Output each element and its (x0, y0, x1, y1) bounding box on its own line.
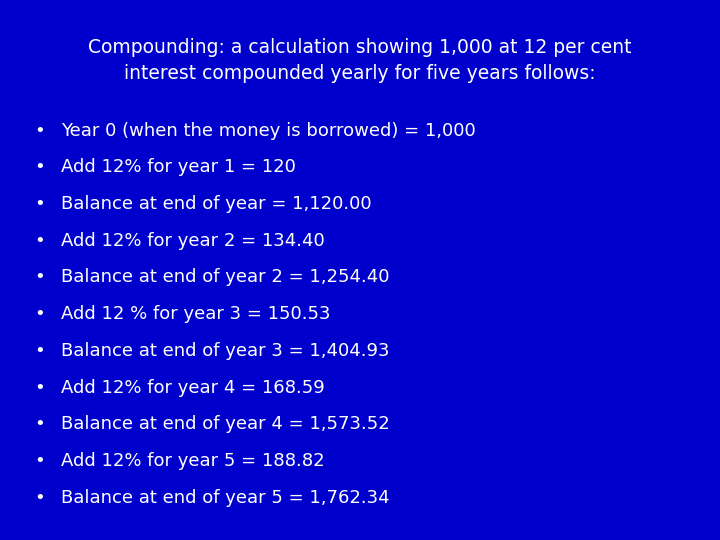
Text: Add 12 % for year 3 = 150.53: Add 12 % for year 3 = 150.53 (61, 305, 330, 323)
Text: •: • (35, 489, 45, 507)
Text: •: • (35, 122, 45, 139)
Text: Add 12% for year 5 = 188.82: Add 12% for year 5 = 188.82 (61, 452, 325, 470)
Text: Balance at end of year 2 = 1,254.40: Balance at end of year 2 = 1,254.40 (61, 268, 390, 286)
Text: •: • (35, 342, 45, 360)
Text: •: • (35, 452, 45, 470)
Text: •: • (35, 195, 45, 213)
Text: Add 12% for year 4 = 168.59: Add 12% for year 4 = 168.59 (61, 379, 325, 396)
Text: •: • (35, 415, 45, 433)
Text: •: • (35, 232, 45, 249)
Text: •: • (35, 305, 45, 323)
Text: Year 0 (when the money is borrowed) = 1,000: Year 0 (when the money is borrowed) = 1,… (61, 122, 476, 139)
Text: Balance at end of year 4 = 1,573.52: Balance at end of year 4 = 1,573.52 (61, 415, 390, 433)
Text: Balance at end of year 3 = 1,404.93: Balance at end of year 3 = 1,404.93 (61, 342, 390, 360)
Text: Add 12% for year 1 = 120: Add 12% for year 1 = 120 (61, 158, 296, 176)
Text: •: • (35, 158, 45, 176)
Text: Balance at end of year = 1,120.00: Balance at end of year = 1,120.00 (61, 195, 372, 213)
Text: Compounding: a calculation showing 1,000 at 12 per cent
interest compounded year: Compounding: a calculation showing 1,000… (89, 38, 631, 83)
Text: •: • (35, 379, 45, 396)
Text: Add 12% for year 2 = 134.40: Add 12% for year 2 = 134.40 (61, 232, 325, 249)
Text: Balance at end of year 5 = 1,762.34: Balance at end of year 5 = 1,762.34 (61, 489, 390, 507)
Text: •: • (35, 268, 45, 286)
